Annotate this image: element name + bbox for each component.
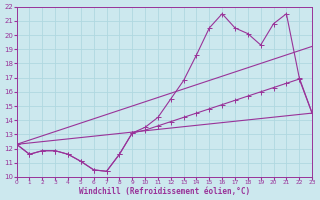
X-axis label: Windchill (Refroidissement éolien,°C): Windchill (Refroidissement éolien,°C) (79, 187, 250, 196)
